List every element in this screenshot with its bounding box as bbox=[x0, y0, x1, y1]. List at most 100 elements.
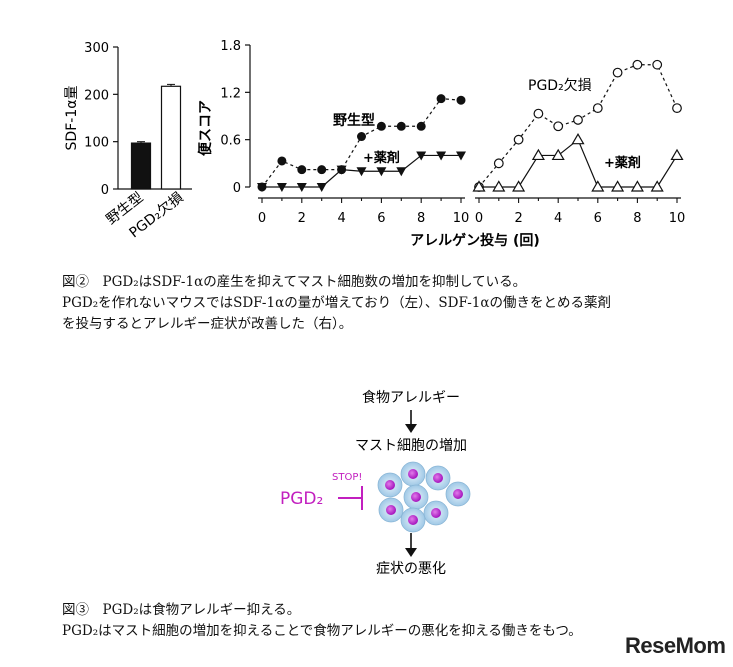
line-x-tick-label: 10 bbox=[669, 211, 686, 226]
data-point bbox=[316, 183, 327, 192]
data-point bbox=[513, 134, 524, 145]
data-point bbox=[317, 165, 327, 175]
line-y-axis-label: 便スコア bbox=[197, 100, 214, 156]
panel-title-pgd2: PGD₂欠損 bbox=[528, 78, 592, 94]
line-x-tick-label: 8 bbox=[417, 211, 425, 226]
data-point bbox=[492, 180, 506, 192]
fig3-caption-line-2: PGD₂はマスト細胞の増加を抑えることで食物アレルギーの悪化を抑える働きをもつ。 bbox=[62, 623, 582, 639]
data-point bbox=[336, 165, 347, 175]
series-label-drug-1: +薬剤 bbox=[363, 150, 400, 166]
line-y-tick-label: 1.8 bbox=[220, 39, 241, 54]
data-point bbox=[396, 167, 407, 177]
bar-y-tick-label: 100 bbox=[84, 136, 109, 151]
bar bbox=[160, 85, 182, 190]
bar-y-tick-label: 0 bbox=[101, 183, 109, 198]
line-y-tick-label: 1.2 bbox=[220, 86, 241, 101]
line-y-tick-label: 0 bbox=[233, 181, 241, 196]
data-point bbox=[416, 121, 426, 131]
mast-cell-nucleus bbox=[453, 489, 463, 499]
fig2-caption-line-1: 図② PGD₂はSDF-1αの産生を抑えてマスト細胞数の増加を抑制している。 bbox=[62, 274, 527, 290]
data-point bbox=[553, 121, 564, 132]
series-line bbox=[479, 138, 678, 188]
data-point bbox=[472, 180, 486, 192]
inhibition-line bbox=[338, 486, 363, 510]
data-point bbox=[357, 132, 366, 142]
data-point bbox=[571, 132, 585, 145]
flow-step-2: マスト細胞の増加 bbox=[355, 438, 467, 454]
line-chart: 0 0.6 1.2 1.8 便スコア 0 2 4 6 8 10 0 2 4 6 8 10 野生型 +薬剤 PGD₂欠損… bbox=[197, 39, 686, 249]
data-point bbox=[611, 180, 625, 192]
fig2-caption: 図② PGD₂はSDF-1αの産生を抑えてマスト細胞数の増加を抑制している。 P… bbox=[62, 272, 611, 335]
flow-step-1: 食物アレルギー bbox=[362, 389, 460, 406]
series-label-wildtype: 野生型 bbox=[333, 112, 375, 129]
data-point bbox=[652, 59, 663, 70]
line-x-tick-label: 8 bbox=[633, 211, 641, 226]
data-point bbox=[672, 103, 682, 114]
data-point bbox=[396, 121, 406, 131]
resemom-logo-text: ReseMom bbox=[625, 633, 726, 658]
data-point bbox=[376, 167, 387, 177]
line-x-tick-label: 4 bbox=[554, 211, 562, 226]
mast-cell-nucleus bbox=[408, 469, 418, 479]
data-point bbox=[531, 148, 545, 161]
resemom-logo: ReseMom bbox=[625, 633, 726, 659]
fig2-caption-line-3: を投与するとアレルギー症状が改善した（右）。 bbox=[62, 316, 353, 332]
data-point bbox=[630, 180, 644, 192]
mast-cell-nucleus bbox=[386, 505, 396, 515]
bar bbox=[130, 142, 152, 190]
mast-cell-nucleus bbox=[385, 480, 395, 490]
data-point bbox=[533, 108, 544, 119]
data-point bbox=[436, 151, 447, 161]
line-y-tick-label: 0.6 bbox=[220, 134, 241, 149]
line-x-tick-label: 2 bbox=[298, 211, 306, 226]
data-point bbox=[456, 151, 466, 161]
line-x-tick-label: 0 bbox=[258, 211, 266, 226]
line-x-tick-label: 4 bbox=[337, 211, 345, 226]
data-point bbox=[456, 95, 466, 105]
data-point bbox=[512, 180, 526, 192]
flow-step-3: 症状の悪化 bbox=[376, 561, 446, 577]
inhibitor-label: PGD₂ bbox=[280, 489, 323, 509]
line-x-tick-label: 2 bbox=[514, 211, 522, 226]
fig3-caption-line-1: 図③ PGD₂は食物アレルギー抑える。 bbox=[62, 602, 301, 618]
mast-cell-nucleus bbox=[411, 492, 421, 502]
data-point bbox=[670, 148, 684, 161]
flow-arrow-1-head bbox=[405, 424, 417, 433]
data-point bbox=[612, 67, 623, 78]
series-label-drug-2: +薬剤 bbox=[604, 155, 641, 171]
mast-cell-nucleus bbox=[433, 473, 443, 483]
data-point bbox=[591, 180, 605, 192]
data-point bbox=[650, 180, 664, 192]
mast-cell-nucleus bbox=[408, 515, 418, 525]
data-point bbox=[296, 183, 307, 192]
bar-y-tick-label: 200 bbox=[84, 88, 109, 103]
data-point bbox=[276, 183, 287, 192]
data-point bbox=[277, 156, 287, 166]
data-point bbox=[376, 121, 386, 131]
flow-diagram: 食物アレルギー マスト細胞の増加 STOP! PGD₂ 症状の悪化 bbox=[280, 389, 471, 577]
data-point bbox=[592, 103, 603, 114]
data-point bbox=[493, 158, 504, 169]
stop-label: STOP! bbox=[332, 472, 362, 483]
data-point bbox=[356, 167, 367, 177]
data-point bbox=[297, 165, 307, 175]
data-point bbox=[573, 115, 583, 125]
data-point bbox=[632, 59, 643, 70]
data-point bbox=[257, 183, 267, 192]
flow-arrow-2-head bbox=[405, 548, 417, 557]
data-point bbox=[436, 94, 446, 104]
line-x-axis-label: アレルゲン投与 (回) bbox=[410, 232, 540, 249]
data-point bbox=[416, 151, 427, 161]
data-point bbox=[551, 148, 565, 161]
bar-y-tick-label: 300 bbox=[84, 41, 109, 56]
line-x-tick-label: 0 bbox=[475, 211, 483, 226]
mast-cell-nucleus bbox=[431, 508, 441, 518]
fig2-caption-line-2: PGD₂を作れないマウスではSDF-1αの量が増えており（左）、SDF-1αの働… bbox=[62, 295, 611, 311]
mast-cells bbox=[377, 461, 471, 533]
line-x-tick-label: 10 bbox=[453, 211, 470, 226]
bar-y-axis-label: SDF-1α量 bbox=[64, 86, 80, 151]
line-x-tick-label: 6 bbox=[594, 211, 602, 226]
fig3-caption: 図③ PGD₂は食物アレルギー抑える。 PGD₂はマスト細胞の増加を抑えることで… bbox=[62, 600, 582, 642]
line-x-tick-label: 6 bbox=[377, 211, 385, 226]
